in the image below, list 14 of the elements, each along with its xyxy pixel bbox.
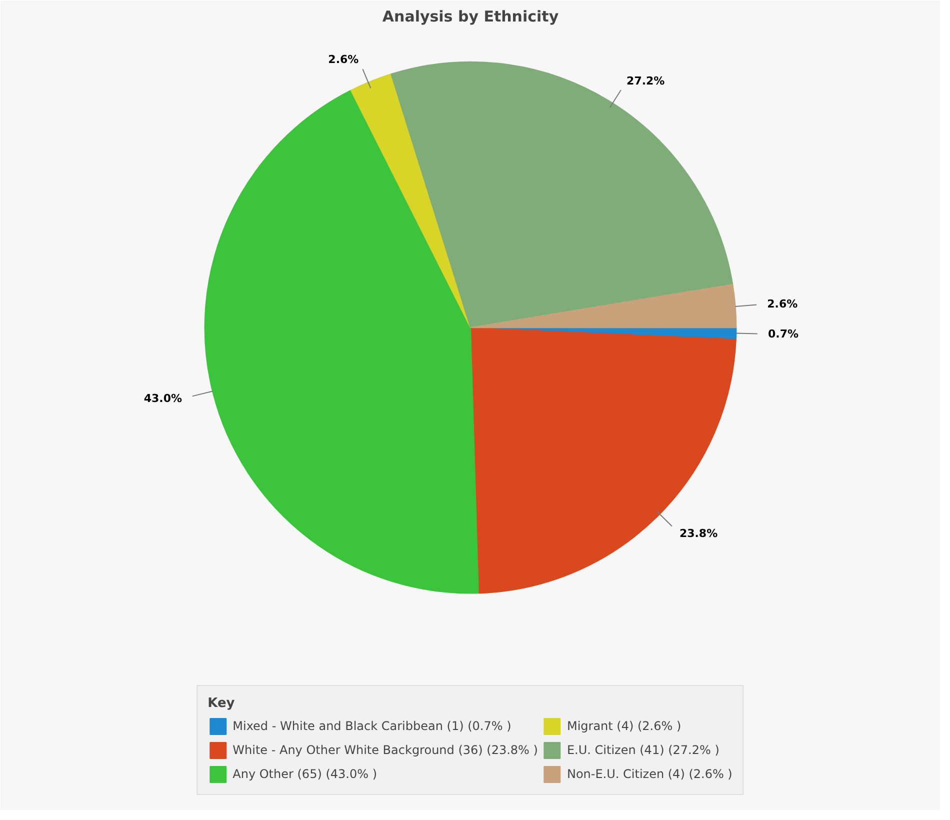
legend-label: E.U. Citizen (41) (27.2% ) bbox=[566, 743, 720, 757]
legend-label: Non-E.U. Citizen (4) (2.6% ) bbox=[566, 767, 732, 781]
data-label: 0.7% bbox=[768, 327, 799, 340]
legend-title: Key bbox=[208, 696, 236, 711]
legend-label: Migrant (4) (2.6% ) bbox=[566, 719, 682, 733]
data-label: 23.8% bbox=[679, 527, 718, 540]
data-label: 2.6% bbox=[767, 297, 798, 310]
data-label: 43.0% bbox=[144, 392, 182, 406]
data-label: 2.6% bbox=[328, 52, 359, 66]
chart-title: Analysis by Ethnicity bbox=[382, 8, 559, 26]
legend-label: White - Any Other White Background (36) (23.8% ) bbox=[232, 743, 538, 757]
data-label: 27.2% bbox=[626, 74, 665, 88]
legend-label: Mixed - White and Black Caribbean (1) (0.7% ) bbox=[232, 719, 512, 733]
legend-label: Any Other (65) (43.0% ) bbox=[232, 767, 378, 781]
